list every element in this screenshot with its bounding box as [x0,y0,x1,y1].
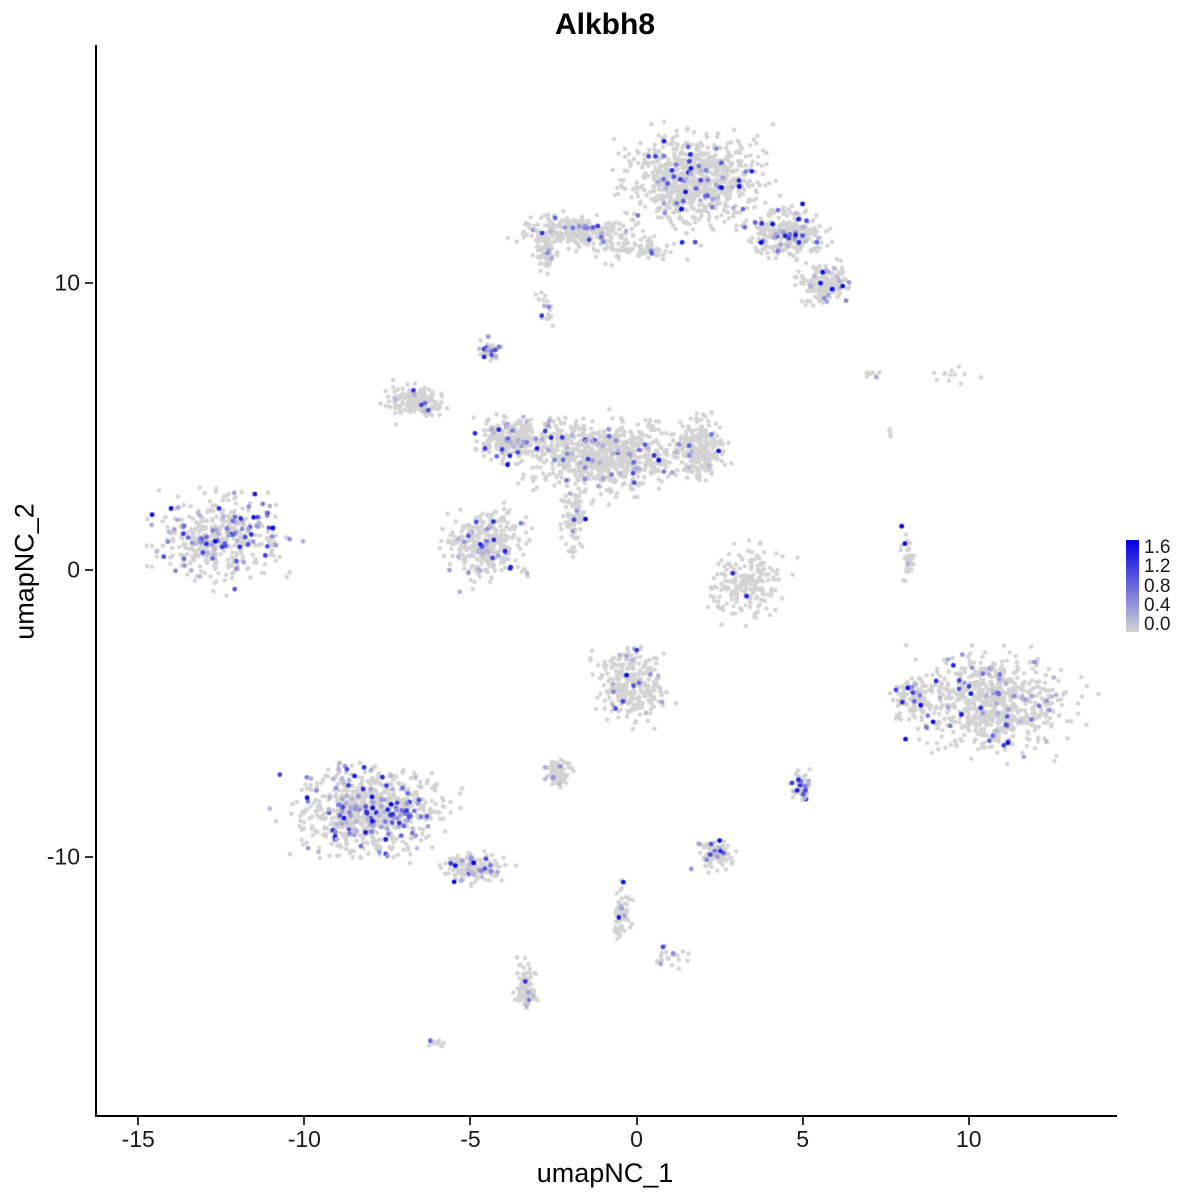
legend-gradient-bar [1126,540,1139,632]
y-tick-label: -10 [46,843,80,870]
y-tick-mark [85,568,93,571]
x-tick-label: -10 [287,1126,321,1152]
plot-area [95,45,1117,1117]
y-tick-label: 0 [67,556,80,583]
x-tick-mark [303,1117,306,1125]
y-tick-mark [85,282,93,285]
y-tick-label: 10 [54,269,80,296]
x-tick-label: 5 [796,1126,810,1152]
scatter-canvas [97,45,1117,1115]
x-tick-label: -15 [121,1126,155,1152]
x-axis-label: umapNC_1 [536,1158,674,1188]
x-tick-mark [967,1117,970,1125]
x-tick-label: 0 [630,1126,643,1152]
x-tick-label: 10 [956,1126,982,1152]
x-tick-mark [801,1117,804,1125]
x-tick-mark [635,1117,638,1125]
x-tick-label: -5 [460,1126,481,1152]
x-tick-mark [469,1117,472,1125]
legend-labels: 1.6 1.2 0.8 0.4 0.0 [1144,538,1170,634]
x-tick-mark [137,1117,140,1125]
legend-tick-label: 1.6 [1144,537,1171,558]
y-tick-mark [85,855,93,858]
legend-tick-label: 0.0 [1144,614,1171,635]
legend-tick-label: 1.2 [1144,556,1171,578]
legend-tick-label: 0.4 [1144,594,1171,616]
legend-tick-label: 0.8 [1144,575,1171,597]
y-axis-label: umapNC_2 [9,503,40,640]
plot-title: Alkbh8 [554,8,656,41]
